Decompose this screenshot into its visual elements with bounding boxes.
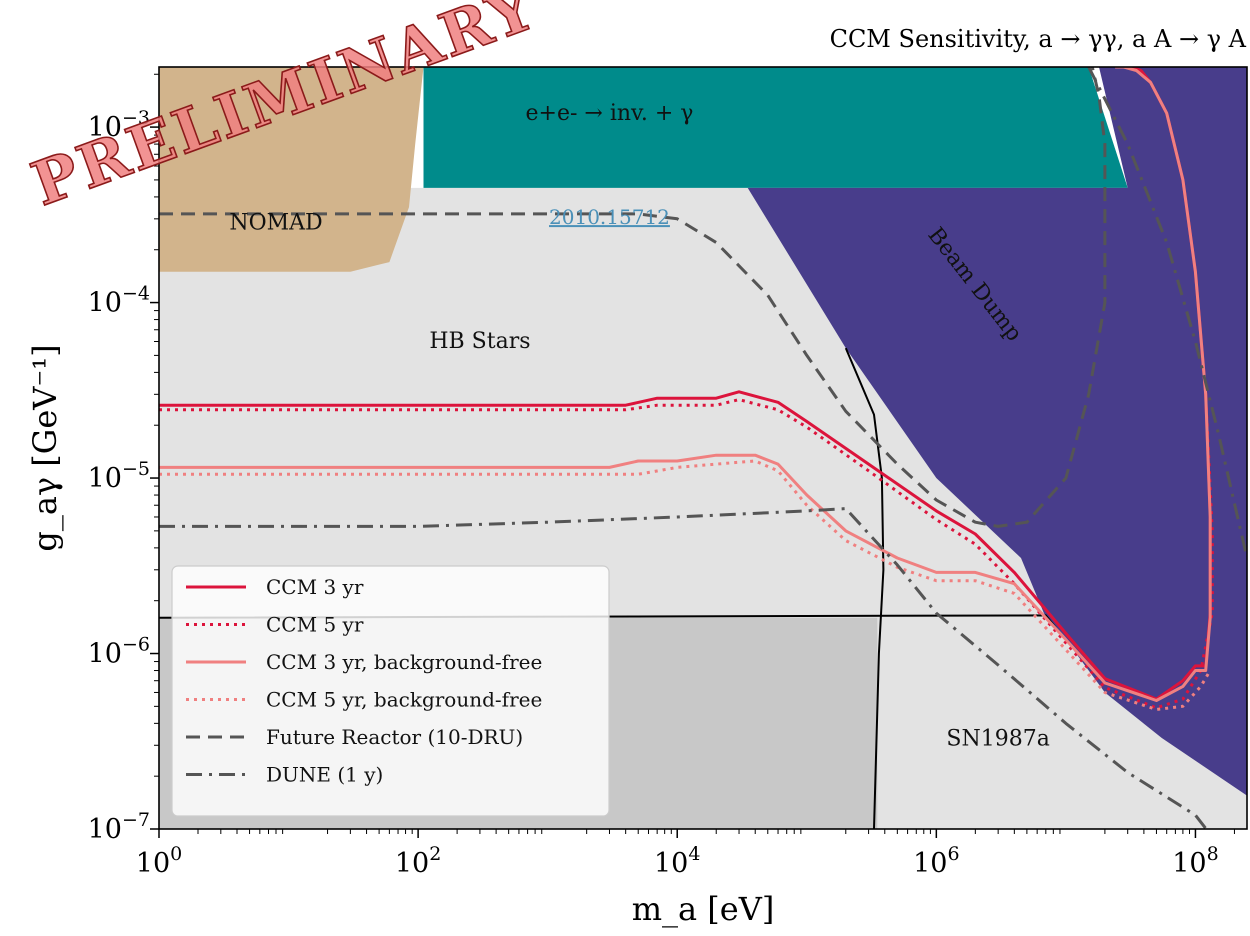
x-tick-label: 102 <box>395 843 441 879</box>
plot-frame <box>158 66 1248 830</box>
series-dune-1-y-upper <box>1087 67 1247 559</box>
region-nomad <box>159 67 424 272</box>
y-tick-label: 10−7 <box>88 809 150 845</box>
series-dune-1-y <box>159 507 1209 829</box>
legend-label-future-reactor-10-dru: Future Reactor (10-DRU) <box>266 725 523 749</box>
ticks-layer: 100 102 104 106 108 10−7 10−6 10−5 10−4 10−3 <box>88 73 1235 879</box>
series-layer <box>159 67 1247 829</box>
y-tick-label: 10−4 <box>88 283 150 319</box>
legend-label-ccm-3-yr-background-free: CCM 3 yr, background-free <box>266 650 542 674</box>
legend: CCM 3 yr CCM 5 yr CCM 3 yr, background-fre… <box>171 565 610 817</box>
region-beam-dump <box>747 67 1247 796</box>
legend-label-dune-1-y: DUNE (1 y) <box>266 763 383 787</box>
x-tick-label: 106 <box>913 843 959 879</box>
y-tick-label: 10−5 <box>88 458 150 494</box>
chart-title: CCM Sensitivity, a → γγ, a A → γ A <box>830 25 1247 53</box>
series-ccm-3-yr-background-free <box>159 67 1212 702</box>
legend-label-ccm-3-yr: CCM 3 yr <box>266 575 364 599</box>
series-future-reactor-10-dru <box>159 67 1107 528</box>
region-label-hb-stars: HB Stars <box>429 329 530 354</box>
region-label-sn1987a: SN1987a <box>946 726 1049 751</box>
region-e-e-inv <box>423 67 1128 188</box>
x-tick-label: 104 <box>654 843 700 879</box>
legend-label-ccm-5-yr: CCM 5 yr <box>266 613 364 637</box>
y-axis-label: g_aγ [GeV⁻¹] <box>26 344 64 551</box>
x-axis-label: m_a [eV] <box>632 890 775 928</box>
region-label-nomad: NOMAD <box>229 211 322 236</box>
region-label-e-e-inv: e+e- → inv. + γ <box>526 101 694 126</box>
y-tick-label: 10−3 <box>88 107 150 143</box>
x-tick-label: 108 <box>1172 843 1218 879</box>
y-tick-label: 10−6 <box>88 634 150 670</box>
x-tick-label: 100 <box>136 843 182 879</box>
boundary-sn1987a-vertical-edge <box>844 347 885 829</box>
reference-link[interactable]: 2010.15712 <box>549 205 670 229</box>
legend-box <box>171 565 610 817</box>
legend-label-ccm-5-yr-background-free: CCM 5 yr, background-free <box>266 688 542 712</box>
